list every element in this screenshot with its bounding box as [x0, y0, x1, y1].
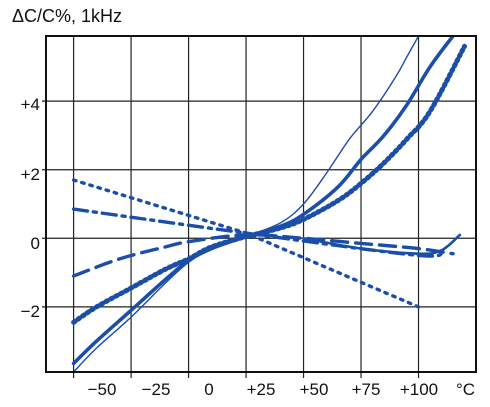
y-tick-label: −2 — [20, 302, 40, 321]
x-tick-label: +25 — [246, 380, 276, 399]
series-line-dash-dot — [71, 207, 444, 258]
plot-frame — [45, 35, 477, 373]
y-axis-label: ΔC/C%, 1kHz — [12, 6, 123, 26]
x-tick-label: −25 — [141, 380, 171, 399]
series-line-solid-thin — [72, 36, 420, 372]
y-tick-label: 0 — [30, 234, 40, 253]
x-unit-label: °C — [456, 380, 476, 399]
y-tick-label: +2 — [20, 165, 40, 184]
series-group — [71, 36, 467, 372]
x-tick-label: +100 — [399, 380, 439, 399]
x-tick-label: +75 — [351, 380, 381, 399]
x-tick-label: 0 — [204, 380, 214, 399]
series-line-dashed — [71, 233, 455, 278]
grid — [42, 36, 476, 378]
y-tick-label: +4 — [20, 95, 40, 114]
x-tick-label: +50 — [299, 380, 329, 399]
series-line-dotted-thick — [71, 43, 467, 325]
x-tick-label: −50 — [87, 380, 117, 399]
series-line-solid-medium — [302, 233, 462, 256]
